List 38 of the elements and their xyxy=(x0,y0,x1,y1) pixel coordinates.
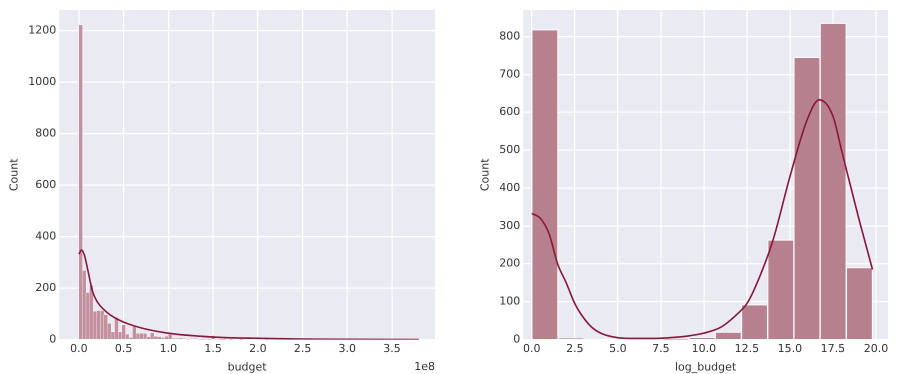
y-tick-label: 800 xyxy=(35,126,56,140)
y-tick-label: 0 xyxy=(49,332,56,346)
x-tick-label: 0.0 xyxy=(523,342,541,356)
x-tick-label: 1.5 xyxy=(204,342,222,356)
x-tick-label: 7.5 xyxy=(652,342,670,356)
x-axis-title: log_budget xyxy=(674,360,737,374)
y-tick-label: 200 xyxy=(499,256,520,270)
y-tick-label: 0 xyxy=(513,332,520,346)
x-tick-label: 0.5 xyxy=(114,342,132,356)
y-axis-title: Count xyxy=(7,158,20,192)
x-tick-label: 15.0 xyxy=(778,342,802,356)
y-tick-label: 700 xyxy=(499,67,520,80)
x-tick-label: 1.0 xyxy=(160,342,178,356)
y-tick-label: 600 xyxy=(35,178,56,191)
x-tick-label: 0.0 xyxy=(70,342,88,356)
x-tick-label: 10.0 xyxy=(692,342,716,356)
x-tick-label: 2.5 xyxy=(566,342,584,356)
y-tick-label: 1000 xyxy=(28,74,56,88)
x-axis-title: budget xyxy=(228,360,268,374)
y-tick-label: 500 xyxy=(499,143,520,156)
y-axis-title: Count xyxy=(478,158,492,192)
y-tick-label: 400 xyxy=(499,180,520,194)
text: 1e8 xyxy=(414,360,435,373)
y-tick-label: 300 xyxy=(499,218,520,232)
y-tick-label: 100 xyxy=(499,294,520,308)
x-tick-label: 3.0 xyxy=(338,342,356,356)
x-tick-label: 2.5 xyxy=(294,342,312,356)
x-tick-label: 5.0 xyxy=(609,342,627,356)
y-tick-label: 1200 xyxy=(28,23,56,36)
y-tick-label: 200 xyxy=(35,280,56,294)
x-tick-label: 17.5 xyxy=(820,342,846,356)
y-tick-label: 400 xyxy=(35,229,56,242)
x-tick-label: 12.5 xyxy=(734,342,760,356)
x-tick-label: 20.0 xyxy=(864,342,888,356)
y-tick-label: 600 xyxy=(499,105,520,118)
x-tick-label: 2.0 xyxy=(249,342,267,356)
x-tick-label: 3.5 xyxy=(383,342,401,356)
y-tick-label: 800 xyxy=(499,29,520,42)
